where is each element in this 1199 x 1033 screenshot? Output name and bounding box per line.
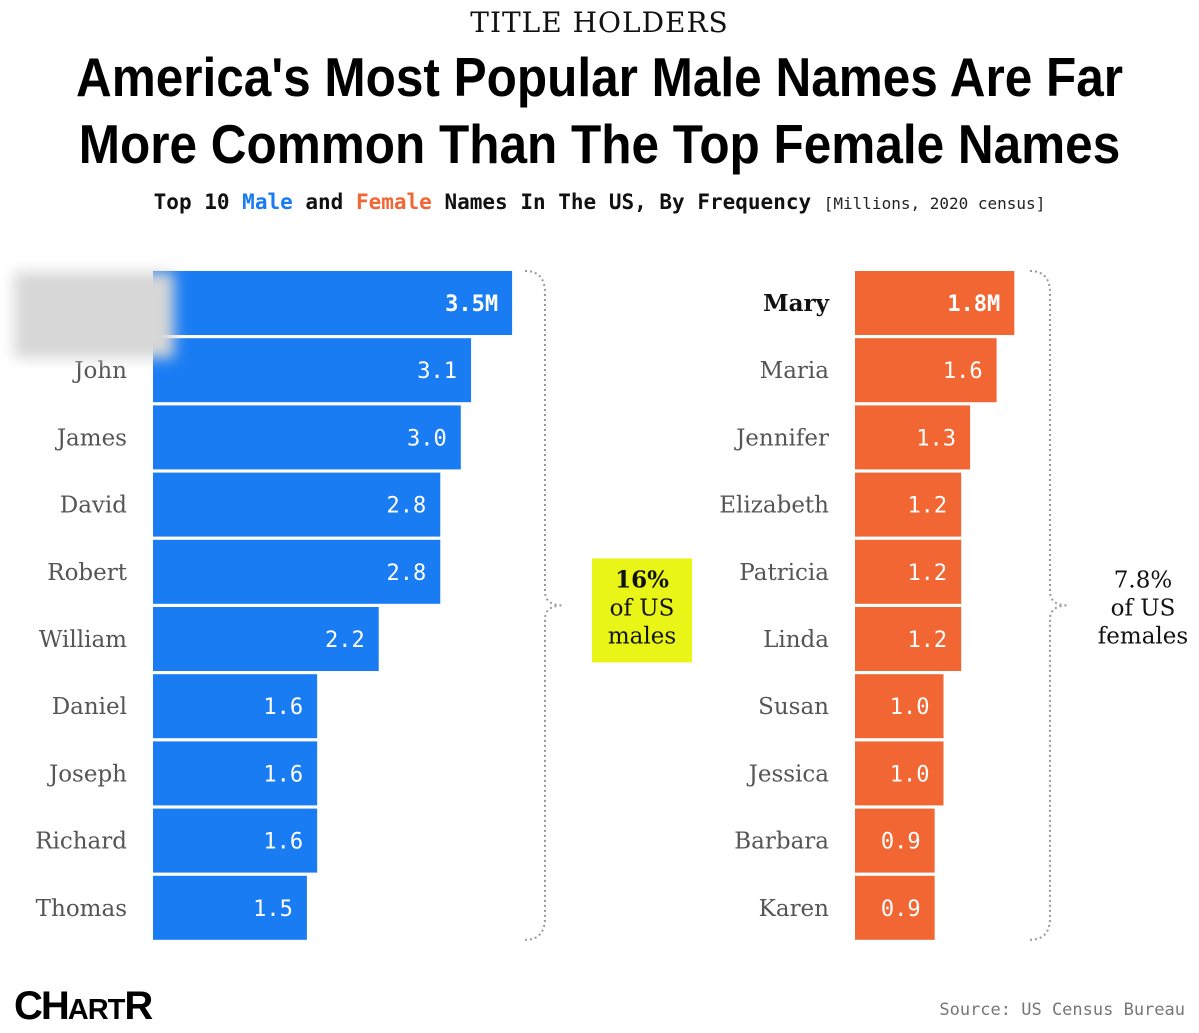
blurred-name-overlay <box>14 272 174 358</box>
female-name-label-7: Jessica <box>747 761 830 787</box>
female-bar-8 <box>855 808 935 873</box>
male-name-label-1: John <box>72 358 127 384</box>
female-bar-3 <box>855 472 962 537</box>
subtitle: Top 10 Male and Female Names In The US, … <box>0 190 1199 214</box>
female-name-label-6: Susan <box>758 694 829 720</box>
male-value-label-9: 1.5 <box>253 897 293 922</box>
subtitle-part-1: Top 10 <box>153 190 243 214</box>
male-bar-5 <box>153 607 379 671</box>
female-value-label-5: 1.2 <box>907 628 947 653</box>
male-bar-0 <box>153 271 513 335</box>
subtitle-male-word: Male <box>242 190 293 214</box>
female-value-label-2: 1.3 <box>916 426 956 451</box>
female-bar-9 <box>855 875 935 940</box>
female-name-label-1: Maria <box>760 358 830 384</box>
male-value-label-0: 3.5M <box>445 292 498 317</box>
headline: America's Most Popular Male Names Are Fa… <box>60 44 1139 178</box>
male-bar-7 <box>153 741 318 806</box>
male-brace <box>524 270 564 941</box>
male-bar-4 <box>153 539 441 604</box>
male-name-label-8: Richard <box>35 829 127 855</box>
subtitle-part-3: Names In The US, By Frequency <box>431 190 824 214</box>
male-value-label-2: 3.0 <box>407 426 447 451</box>
male-value-label-5: 2.2 <box>325 628 365 653</box>
male-value-label-6: 1.6 <box>263 695 303 720</box>
male-bar-1 <box>153 338 472 403</box>
kicker: TITLE HOLDERS <box>470 6 729 39</box>
male-name-label-7: Joseph <box>47 761 127 787</box>
male-name-label-3: David <box>60 493 128 519</box>
male-share-line-1: 16% <box>615 566 669 593</box>
male-name-label-4: Robert <box>47 560 127 586</box>
male-share-line-3: males <box>608 623 676 649</box>
male-bar-9 <box>153 875 307 940</box>
female-value-label-3: 1.2 <box>907 494 947 519</box>
female-bar-4 <box>855 539 962 604</box>
source-note: Source: US Census Bureau <box>939 1000 1185 1020</box>
male-share-highlight <box>592 558 692 663</box>
female-brace <box>1029 270 1069 941</box>
male-bar-3 <box>153 472 441 537</box>
male-bar-8 <box>153 808 318 873</box>
female-bar-7 <box>855 741 944 806</box>
male-name-label-5: William <box>39 627 127 653</box>
female-share-line-2: of US <box>1111 595 1176 621</box>
female-value-label-6: 1.0 <box>890 695 930 720</box>
female-bar-1 <box>855 338 997 403</box>
male-name-label-9: Thomas <box>36 896 127 922</box>
male-bar-2 <box>153 405 461 470</box>
female-value-label-8: 0.9 <box>881 830 921 855</box>
female-value-label-9: 0.9 <box>881 897 921 922</box>
male-name-label-2: James <box>55 425 127 451</box>
female-value-label-1: 1.6 <box>943 359 983 384</box>
male-bar-6 <box>153 674 318 739</box>
male-value-label-3: 2.8 <box>387 494 427 519</box>
female-value-label-0: 1.8M <box>947 292 1000 317</box>
female-name-label-0: Mary <box>763 290 829 317</box>
female-bar-2 <box>855 405 971 470</box>
female-share-line-1: 7.8% <box>1114 567 1172 593</box>
chartr-logo: CHARTR <box>14 984 153 1028</box>
male-value-label-8: 1.6 <box>263 830 303 855</box>
female-bar-0 <box>855 271 1015 335</box>
headline-line-1: America's Most Popular Male Names Are Fa… <box>75 46 1124 108</box>
female-share-line-3: females <box>1098 623 1188 649</box>
female-name-label-4: Patricia <box>739 560 829 586</box>
female-name-label-2: Jennifer <box>734 425 829 451</box>
headline-line-2: More Common Than The Top Female Names <box>78 113 1121 175</box>
female-bar-5 <box>855 607 962 671</box>
male-share-line-2: of US <box>610 595 675 621</box>
male-value-label-1: 3.1 <box>417 359 457 384</box>
male-name-label-6: Daniel <box>52 694 127 720</box>
male-value-label-7: 1.6 <box>263 762 303 787</box>
male-value-label-4: 2.8 <box>387 561 427 586</box>
female-name-label-3: Elizabeth <box>719 493 829 519</box>
female-name-label-8: Barbara <box>734 829 829 855</box>
female-name-label-5: Linda <box>763 627 829 653</box>
subtitle-part-2: and <box>292 190 356 214</box>
subtitle-unit: [Millions, 2020 census] <box>823 194 1046 213</box>
female-bar-6 <box>855 674 944 739</box>
female-value-label-7: 1.0 <box>890 762 930 787</box>
female-value-label-4: 1.2 <box>907 561 947 586</box>
subtitle-female-word: Female <box>355 190 432 214</box>
female-name-label-9: Karen <box>759 896 830 922</box>
